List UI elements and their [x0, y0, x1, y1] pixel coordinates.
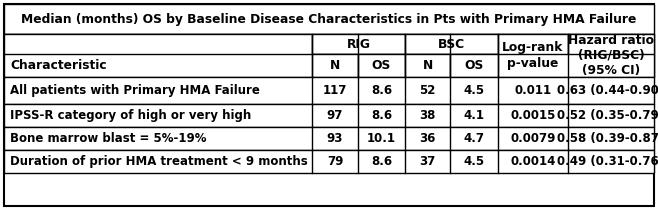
Text: 8.6: 8.6	[371, 84, 392, 97]
Text: 0.49 (0.31-0.76): 0.49 (0.31-0.76)	[557, 155, 658, 168]
Text: 0.58 (0.39-0.87): 0.58 (0.39-0.87)	[557, 132, 658, 145]
Text: Characteristic: Characteristic	[10, 59, 107, 72]
Bar	[405, 54, 450, 77]
Text: 0.52 (0.35-0.79): 0.52 (0.35-0.79)	[557, 109, 658, 122]
Bar	[358, 54, 405, 77]
Text: 10.1: 10.1	[367, 132, 396, 145]
Text: 0.63 (0.44-0.90): 0.63 (0.44-0.90)	[557, 84, 658, 97]
Text: 93: 93	[327, 132, 343, 145]
Text: 0.0014: 0.0014	[511, 155, 556, 168]
Text: 38: 38	[419, 109, 436, 122]
Text: 4.7: 4.7	[463, 132, 484, 145]
Text: 4.1: 4.1	[463, 109, 484, 122]
Text: Duration of prior HMA treatment < 9 months: Duration of prior HMA treatment < 9 mont…	[10, 155, 308, 168]
Text: 36: 36	[419, 132, 436, 145]
Text: 79: 79	[327, 155, 343, 168]
Bar	[4, 104, 654, 127]
Text: 0.0015: 0.0015	[511, 109, 556, 122]
Text: 8.6: 8.6	[371, 109, 392, 122]
Bar	[498, 34, 568, 77]
Bar	[405, 34, 498, 54]
Text: 0.0079: 0.0079	[511, 132, 556, 145]
Bar	[312, 34, 405, 54]
Text: 4.5: 4.5	[463, 155, 484, 168]
Bar	[4, 34, 312, 77]
Bar	[4, 77, 654, 104]
Bar	[450, 54, 498, 77]
Text: All patients with Primary HMA Failure: All patients with Primary HMA Failure	[10, 84, 260, 97]
Text: 8.6: 8.6	[371, 155, 392, 168]
Bar	[4, 150, 654, 173]
Text: RIG: RIG	[347, 38, 370, 50]
Text: IPSS-R category of high or very high: IPSS-R category of high or very high	[10, 109, 251, 122]
Bar	[4, 4, 654, 34]
Bar	[312, 54, 358, 77]
Text: 37: 37	[419, 155, 436, 168]
Text: Median (months) OS by Baseline Disease Characteristics in Pts with Primary HMA F: Median (months) OS by Baseline Disease C…	[21, 13, 637, 25]
Text: OS: OS	[465, 59, 484, 72]
Text: 117: 117	[323, 84, 347, 97]
Text: OS: OS	[372, 59, 391, 72]
Text: N: N	[422, 59, 432, 72]
Text: 4.5: 4.5	[463, 84, 484, 97]
Bar	[4, 34, 654, 54]
Text: 0.011: 0.011	[515, 84, 551, 97]
Bar	[568, 34, 654, 77]
Bar	[4, 127, 654, 150]
Bar	[4, 54, 654, 77]
Text: N: N	[330, 59, 340, 72]
Text: Log-rank
p-value: Log-rank p-value	[502, 42, 564, 70]
Text: Bone marrow blast = 5%-19%: Bone marrow blast = 5%-19%	[10, 132, 207, 145]
Text: Hazard ratio
(RIG/BSC)
(95% CI): Hazard ratio (RIG/BSC) (95% CI)	[568, 34, 654, 77]
Text: BSC: BSC	[438, 38, 465, 50]
Text: 97: 97	[327, 109, 343, 122]
Text: 52: 52	[419, 84, 436, 97]
